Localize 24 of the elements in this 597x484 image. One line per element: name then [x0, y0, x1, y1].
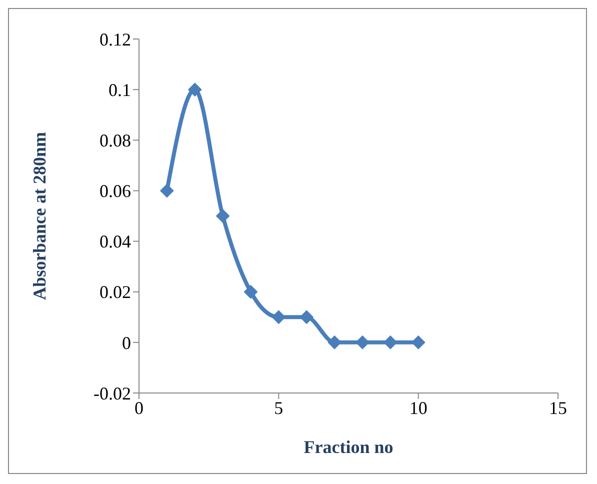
y-tick-label: -0.02	[94, 383, 131, 404]
y-tick-label: 0.06	[100, 181, 131, 202]
y-tick-label: 0.02	[100, 282, 131, 302]
y-tick-label: 0.04	[100, 232, 131, 252]
point	[383, 335, 398, 350]
point	[188, 82, 202, 97]
y-tick-label: 0	[122, 332, 131, 353]
x-tick-label: 15	[549, 398, 567, 418]
point	[244, 284, 258, 299]
y-axis-title: Absorbance at 280nm	[29, 132, 50, 300]
point	[328, 335, 342, 350]
x-tick-label: 0	[134, 398, 144, 418]
point	[272, 310, 286, 324]
point	[300, 310, 314, 324]
y-tick-label: 0.12	[100, 29, 131, 50]
x-tick-label: 5	[274, 398, 284, 418]
x-tick-label: 10	[409, 398, 428, 418]
point	[411, 335, 426, 350]
point	[355, 335, 370, 350]
point	[216, 209, 230, 223]
y-tick-label: 0.08	[100, 130, 131, 151]
x-axis-title: Fraction no	[304, 437, 394, 457]
y-tick-label: 0.1	[108, 80, 131, 100]
point	[160, 184, 174, 198]
